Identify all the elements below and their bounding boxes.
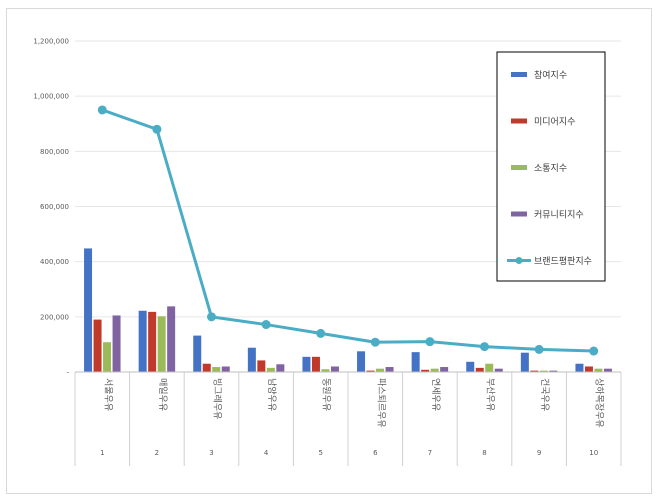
- bar: [594, 368, 603, 372]
- line-point: [589, 346, 599, 356]
- brand-reputation-chart: - 200,000 400,000 600,000 800,000 1,000,000 1,…: [33, 38, 622, 466]
- bar: [411, 352, 420, 372]
- bar-series: [84, 248, 612, 372]
- y-tick-label: 1,200,000: [33, 38, 69, 46]
- line-point: [207, 312, 216, 322]
- legend-swatch: [511, 211, 527, 217]
- x-tick-label: 부산우유: [485, 378, 496, 411]
- legend-label: 소통지수: [534, 163, 567, 174]
- bar: [430, 368, 439, 372]
- bar: [212, 367, 221, 372]
- bar: [193, 335, 202, 372]
- y-tick-label: 400,000: [40, 258, 69, 266]
- y-tick-label: 200,000: [40, 313, 69, 321]
- x-tick-label: 동원우유: [321, 378, 332, 411]
- bar: [93, 319, 102, 372]
- y-axis-ticks: - 200,000 400,000 600,000 800,000 1,000,000 1,…: [33, 38, 69, 377]
- bar: [257, 360, 266, 372]
- bar: [376, 368, 385, 372]
- category-index-label: 9: [537, 449, 541, 457]
- bar: [584, 366, 593, 372]
- bar: [530, 370, 539, 372]
- bar: [330, 366, 339, 372]
- bar: [84, 248, 93, 372]
- x-tick-label: 매일우유: [157, 378, 168, 411]
- bar: [539, 370, 548, 372]
- legend-swatch: [511, 165, 527, 170]
- y-tick-label: 1,000,000: [33, 93, 69, 101]
- bar: [357, 351, 366, 372]
- line-point: [534, 344, 544, 354]
- bar: [157, 316, 166, 372]
- bar: [440, 367, 449, 372]
- x-tick-label: 건국우유: [539, 378, 550, 411]
- x-tick-label: 파스퇴르우유: [375, 378, 386, 428]
- bar: [520, 352, 529, 372]
- legend-marker: [515, 257, 523, 264]
- line-point: [152, 124, 162, 134]
- chart-frame: - 200,000 400,000 600,000 800,000 1,000,000 1,…: [6, 8, 652, 494]
- x-tick-label: 상하목장우유: [594, 378, 605, 428]
- bar: [575, 363, 584, 372]
- legend-swatch: [511, 118, 527, 124]
- legend-label: 미디어지수: [534, 117, 575, 128]
- line-point: [316, 328, 326, 338]
- line-point: [97, 105, 107, 115]
- category-index-label: 10: [589, 449, 598, 457]
- bar: [421, 369, 430, 372]
- category-index-label: 2: [155, 449, 159, 457]
- legend-label: 브랜드평판지수: [534, 256, 592, 267]
- bar: [494, 368, 503, 372]
- legend-label: 커뮤니티지수: [534, 210, 584, 221]
- line-series: [97, 105, 599, 356]
- category-index-label: 1: [100, 449, 104, 457]
- legend-label: 참여지수: [534, 69, 567, 81]
- x-tick-label: 연세우유: [430, 378, 441, 411]
- bar: [302, 356, 311, 372]
- bar: [266, 367, 275, 372]
- gridlines: [75, 40, 621, 373]
- y-tick-label: 600,000: [40, 203, 69, 211]
- bar: [276, 364, 285, 372]
- bar: [603, 368, 612, 372]
- x-tick-label: 빙그레우유: [212, 378, 223, 419]
- bar: [221, 366, 230, 372]
- legend-swatch: [511, 72, 527, 77]
- bar: [549, 370, 558, 372]
- line-point: [261, 320, 271, 330]
- y-tick-label: 800,000: [40, 148, 69, 156]
- bar: [385, 367, 394, 372]
- y-tick-label: -: [66, 369, 69, 377]
- bar: [148, 311, 157, 372]
- bar: [485, 363, 494, 372]
- bar: [167, 306, 176, 372]
- bar: [475, 367, 484, 372]
- line-point: [425, 337, 435, 347]
- bar: [247, 347, 256, 372]
- category-index-label: 4: [264, 449, 269, 457]
- category-index-label: 5: [318, 449, 322, 457]
- line-point: [480, 342, 489, 352]
- category-index-label: 7: [428, 449, 432, 457]
- bar: [366, 370, 375, 372]
- x-tick-label: 서울우유: [102, 378, 113, 411]
- series-line: [101, 108, 594, 353]
- x-axis: 서울우유 1 매일우유 2 빙그레우유 3 남양우유 4 동원우유 5 파스퇴르우유 6 연세우유 7 부산…: [74, 371, 622, 466]
- category-index-label: 6: [373, 449, 378, 457]
- bar: [112, 315, 121, 372]
- bar: [466, 361, 475, 372]
- bar: [311, 356, 320, 372]
- category-index-label: 8: [482, 449, 486, 457]
- line-point: [370, 337, 380, 347]
- bar: [138, 310, 147, 372]
- bar: [321, 369, 330, 372]
- bar: [202, 363, 211, 372]
- x-tick-label: 남양우유: [266, 378, 277, 411]
- category-index-label: 3: [209, 449, 213, 457]
- bar: [103, 342, 112, 372]
